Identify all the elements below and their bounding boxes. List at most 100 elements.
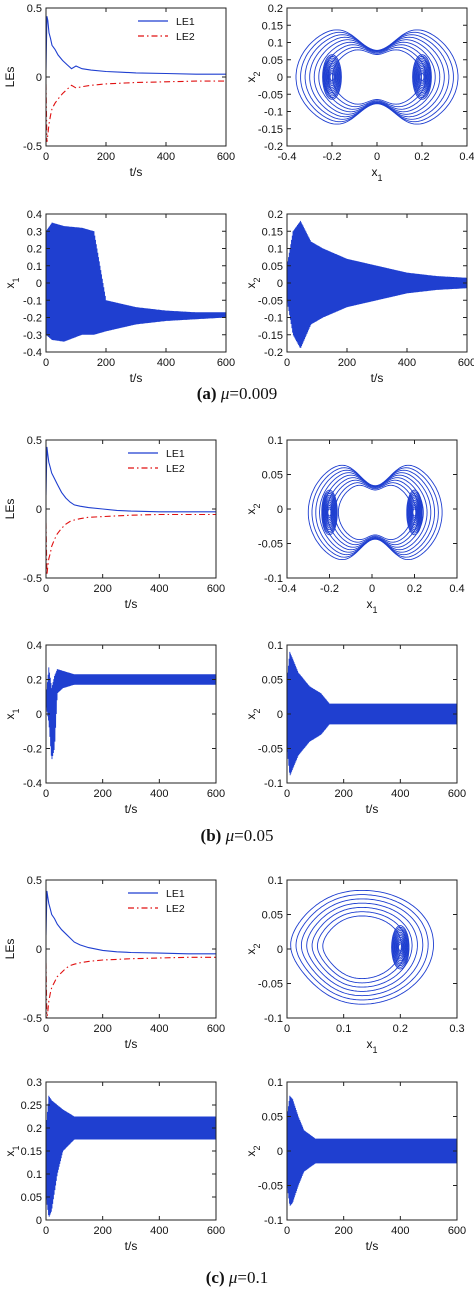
x-tick-label: 0 — [43, 1023, 49, 1035]
phase-spiral — [407, 493, 422, 532]
phase-orbit — [315, 469, 436, 556]
x-tick-label: 0 — [43, 151, 49, 163]
x-tick-label: 0.1 — [336, 1023, 351, 1035]
y-axis-label: x1 — [3, 277, 21, 288]
y-tick-label: 0.1 — [268, 875, 283, 887]
y-tick-label: 0.2 — [27, 675, 42, 687]
x-tick-label: 600 — [207, 1225, 225, 1237]
y-axis-label-sub: 2 — [252, 71, 262, 76]
caption-c-value: =0.1 — [237, 1268, 269, 1287]
y-tick-label: -0.15 — [258, 330, 283, 342]
x-axis-label: x1 — [366, 597, 377, 615]
series-oscillation — [287, 651, 457, 776]
y-tick-label: 0 — [36, 72, 42, 84]
y-tick-label: 0 — [36, 504, 42, 516]
caption-a-value: =0.009 — [229, 384, 278, 403]
y-tick-label: 0.5 — [27, 875, 42, 887]
phase-spiral — [412, 508, 417, 517]
plot-area — [46, 890, 216, 1018]
phase-orbit — [311, 467, 439, 558]
plot-area — [287, 220, 467, 348]
y-tick-label: 0.05 — [262, 1112, 283, 1124]
x-tick-label: 400 — [150, 1023, 168, 1035]
caption-c-letter: (c) — [205, 1268, 225, 1287]
y-tick-label: 0.5 — [27, 3, 42, 15]
y-axis-label-sub: 1 — [11, 708, 21, 713]
phase-spiral — [325, 503, 334, 522]
y-tick-label: 0.05 — [262, 675, 283, 687]
chart-b-x2: 0 200 400 600 -0.1 -0.05 0 0.05 0.1 t/s x2 — [244, 640, 466, 816]
y-tick-label: -0.05 — [258, 744, 283, 756]
phase-spiral — [417, 67, 427, 87]
x-axis-label: t/s — [366, 1239, 379, 1253]
x-tick-label: 400 — [150, 1225, 168, 1237]
series-oscillation — [46, 667, 216, 760]
x-tick-label: 200 — [97, 357, 115, 369]
y-tick-label: 0.05 — [21, 1192, 42, 1204]
series-line-LE1 — [46, 890, 216, 955]
phase-orbit — [295, 29, 459, 125]
y-tick-label: 0.3 — [27, 226, 42, 238]
phase-orbit — [295, 894, 429, 1001]
phase-orbit — [319, 472, 432, 553]
phase-spiral — [410, 501, 419, 524]
series-oscillation — [46, 1095, 216, 1217]
phase-spiral — [391, 926, 409, 968]
phase-spiral — [322, 493, 337, 532]
x-tick-label: 0 — [284, 1023, 290, 1035]
x-tick-label: 0 — [284, 788, 290, 800]
y-tick-label: 0.05 — [262, 55, 283, 67]
x-tick-label: -0.2 — [323, 151, 342, 163]
plot-area — [290, 889, 434, 1005]
y-tick-label: 0.5 — [27, 435, 42, 447]
x-tick-label: 600 — [217, 151, 235, 163]
y-tick-label: -0.2 — [264, 141, 283, 153]
x-tick-label: 400 — [391, 1225, 409, 1237]
phase-spiral — [413, 57, 431, 97]
plot-area — [295, 29, 459, 125]
y-tick-label: 0.2 — [27, 1123, 42, 1135]
chart-a-x2: 0 200 400 600 -0.2 -0.15 -0.1 -0.05 0 0.05 0.1 0.15… — [244, 209, 474, 385]
x-tick-label: -0.4 — [278, 151, 297, 163]
y-axis-label-base: x — [244, 949, 258, 955]
y-axis-label-sub: 2 — [252, 277, 262, 282]
phase-spiral — [418, 71, 426, 83]
y-axis-label-base: x — [244, 77, 258, 83]
phase-spiral — [325, 501, 334, 524]
x-tick-label: 0 — [43, 1225, 49, 1237]
y-tick-label: 0.05 — [262, 261, 283, 273]
y-tick-label: 0.15 — [262, 20, 283, 32]
y-tick-label: -0.05 — [258, 979, 283, 991]
y-tick-label: 0.05 — [262, 910, 283, 922]
x-axis-label: t/s — [125, 1037, 138, 1051]
phase-spiral — [412, 54, 432, 100]
phase-orbit — [307, 464, 443, 561]
phase-orbit — [311, 906, 413, 988]
y-axis-label-base: x — [3, 714, 17, 720]
y-tick-label: -0.15 — [258, 124, 283, 136]
caption-a-param: μ — [220, 384, 230, 403]
caption-b-param: μ — [225, 826, 235, 845]
x-tick-label: 600 — [217, 357, 235, 369]
y-tick-label: -0.1 — [264, 1215, 283, 1227]
y-axis-label-sub: 1 — [11, 277, 21, 282]
phase-spiral — [406, 489, 423, 536]
x-tick-label: 0.3 — [449, 1023, 464, 1035]
phase-spiral — [409, 499, 420, 525]
y-axis-label-base: x — [244, 1151, 258, 1157]
phase-orbit — [309, 36, 445, 118]
x-tick-label: 200 — [334, 1225, 352, 1237]
x-tick-label: 400 — [391, 788, 409, 800]
y-tick-label: -0.05 — [258, 89, 283, 101]
legend-label: LE2 — [166, 903, 185, 915]
x-tick-label: -0.2 — [320, 583, 339, 595]
caption-c: (c) μ=0.1 — [0, 1268, 474, 1288]
y-tick-label: 0.1 — [268, 1077, 283, 1089]
x-axis-label-sub: 1 — [377, 173, 382, 183]
x-tick-label: 200 — [93, 1225, 111, 1237]
legend-label: LE2 — [166, 463, 185, 475]
y-axis-label: x2 — [244, 277, 262, 288]
x-tick-label: 200 — [93, 583, 111, 595]
y-tick-label: -0.2 — [23, 313, 42, 325]
